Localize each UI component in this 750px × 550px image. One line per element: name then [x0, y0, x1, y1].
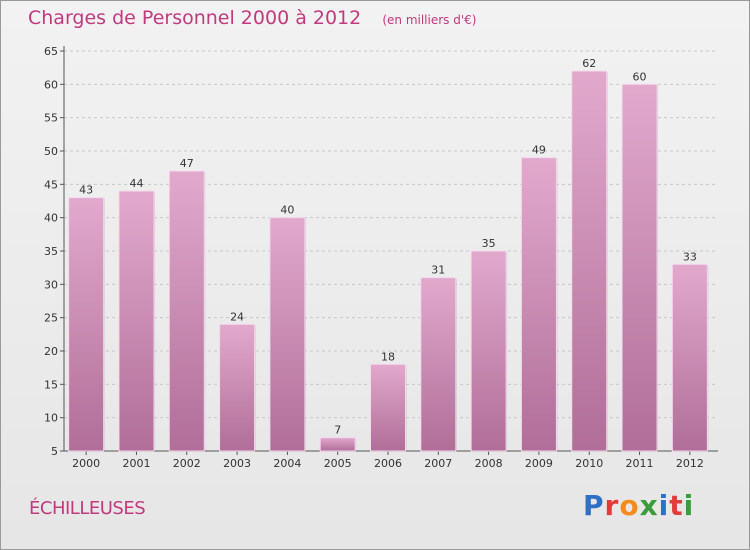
logo-letter: o [619, 489, 640, 522]
data-label: 47 [180, 157, 194, 170]
x-tick-label: 2008 [475, 457, 503, 470]
bar [168, 170, 205, 452]
data-label: 18 [381, 350, 395, 363]
data-label: 35 [482, 237, 496, 250]
y-tick-label: 40 [44, 212, 58, 225]
x-tick-label: 2011 [626, 457, 654, 470]
data-label: 43 [79, 184, 93, 197]
data-label: 62 [582, 57, 596, 70]
y-tick-label: 30 [44, 278, 58, 291]
data-label: 40 [280, 204, 294, 217]
x-tick-label: 2006 [374, 457, 402, 470]
proxiti-logo[interactable]: Proxiti [583, 489, 694, 522]
bar [319, 437, 356, 452]
data-label: 44 [129, 177, 143, 190]
logo-letter: t [669, 489, 684, 522]
data-label: 7 [334, 424, 341, 437]
y-tick-label: 5 [51, 445, 58, 458]
x-tick-label: 2001 [122, 457, 150, 470]
data-label: 31 [431, 264, 445, 277]
bar [118, 190, 155, 452]
bar [370, 363, 406, 452]
labels: 43 2000 44 2001 47 2002 24 2003 40 2004 7 2005 18 200… [72, 57, 704, 470]
logo-letter: x [639, 489, 659, 522]
data-label: 60 [633, 70, 647, 83]
logo-letter: r [604, 489, 620, 522]
commune-name: ÉCHILLEUSES [29, 498, 146, 519]
bar [671, 263, 708, 452]
y-tick-label: 25 [44, 312, 58, 325]
x-tick-label: 2002 [173, 457, 201, 470]
chart-subtitle: (en milliers d'€) [382, 13, 477, 27]
bar [219, 323, 256, 452]
data-label: 49 [532, 144, 546, 157]
y-tick-label: 60 [44, 78, 58, 91]
bar [520, 157, 557, 452]
x-tick-label: 2005 [324, 457, 352, 470]
y-tick-label: 15 [44, 378, 58, 391]
x-tick-label: 2010 [575, 457, 603, 470]
y-tick-label: 55 [44, 112, 58, 125]
x-tick-label: 2007 [424, 457, 452, 470]
title-row: Charges de Personnel 2000 à 2012 (en mil… [28, 7, 476, 29]
data-label: 33 [683, 250, 697, 263]
x-tick-label: 2012 [676, 457, 704, 470]
y-tick-label: 65 [44, 45, 58, 58]
x-tick-label: 2009 [525, 457, 553, 470]
chart-title: Charges de Personnel 2000 à 2012 [28, 7, 362, 29]
logo-letter: i [683, 489, 695, 522]
data-label: 24 [230, 310, 244, 323]
x-tick-label: 2004 [273, 457, 301, 470]
bar [571, 70, 608, 452]
x-tick-label: 2003 [223, 457, 251, 470]
y-tick-label: 35 [44, 245, 58, 258]
bar [269, 217, 306, 452]
y-tick-label: 10 [44, 412, 58, 425]
x-tick-label: 2000 [72, 457, 100, 470]
bar [621, 83, 658, 452]
logo-letter: P [583, 489, 605, 522]
y-tick-label: 50 [44, 145, 58, 158]
bars [68, 70, 709, 452]
bar [420, 277, 457, 452]
logo-letter: i [658, 489, 670, 522]
y-tick-label: 45 [44, 178, 58, 191]
y-tick-label: 20 [44, 345, 58, 358]
bar [470, 250, 507, 452]
bar [68, 197, 105, 452]
